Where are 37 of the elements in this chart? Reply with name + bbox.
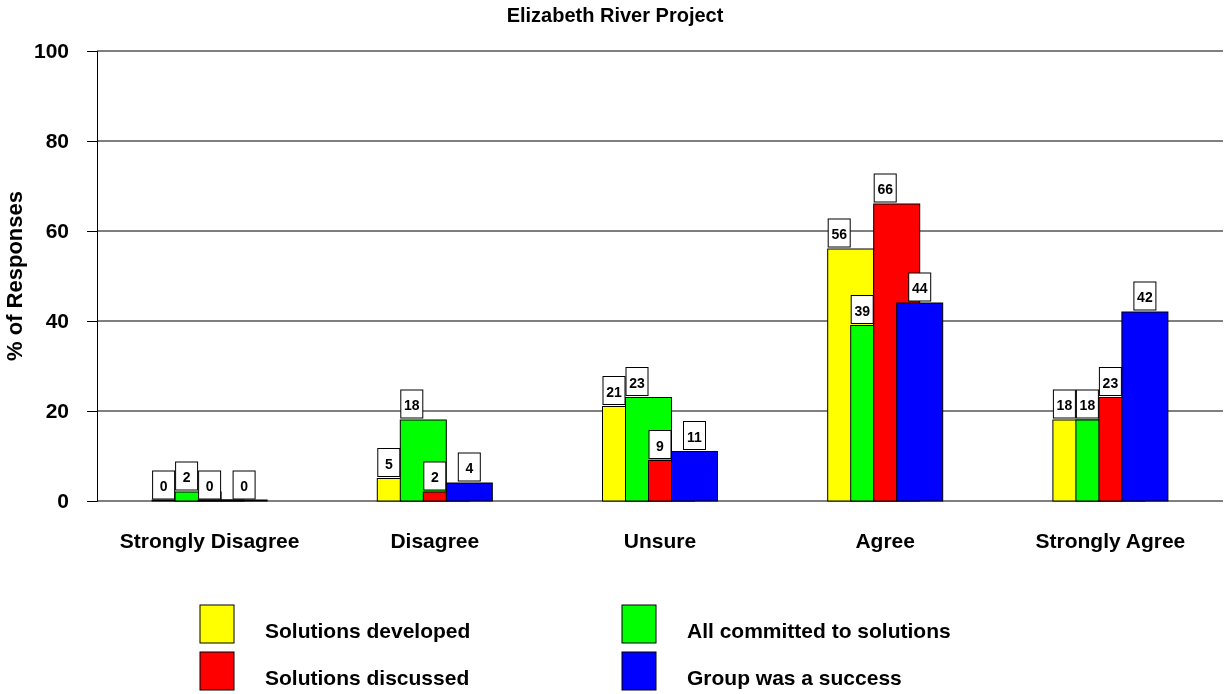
y-tick-label: 100 bbox=[33, 39, 69, 63]
data-label: 23 bbox=[1102, 374, 1119, 391]
x-tick-label: Agree bbox=[855, 529, 915, 552]
chart-title: Elizabeth River Project bbox=[506, 4, 724, 26]
y-tick-label: 60 bbox=[45, 219, 69, 243]
data-label: 39 bbox=[854, 302, 871, 319]
legend-label: All committed to solutions bbox=[687, 619, 951, 642]
data-label: 66 bbox=[877, 181, 894, 197]
y-tick-label: 20 bbox=[45, 399, 69, 423]
legend-label: Solutions discussed bbox=[265, 666, 470, 689]
data-label: 23 bbox=[629, 374, 645, 391]
legend-label: Solutions developed bbox=[265, 619, 471, 642]
data-label: 2 bbox=[182, 469, 191, 485]
data-label: 0 bbox=[240, 478, 249, 494]
y-tick-label: 0 bbox=[57, 489, 69, 513]
legend-label: Group was a success bbox=[687, 666, 902, 689]
x-tick-label: Strongly Agree bbox=[1035, 529, 1186, 552]
data-label: 21 bbox=[606, 383, 622, 400]
data-label: 5 bbox=[384, 455, 393, 472]
data-label: 4 bbox=[465, 460, 474, 476]
x-tick-label: Strongly Disagree bbox=[119, 529, 300, 552]
data-label: 0 bbox=[205, 478, 214, 494]
data-label: 44 bbox=[911, 280, 928, 296]
x-tick-label: Disagree bbox=[390, 529, 480, 552]
data-label: 42 bbox=[1137, 289, 1153, 305]
data-label: 18 bbox=[1079, 397, 1096, 413]
x-tick-label: Unsure bbox=[623, 529, 697, 552]
data-label: 0 bbox=[159, 478, 168, 494]
data-label: 18 bbox=[404, 397, 420, 413]
data-label: 11 bbox=[687, 428, 703, 445]
y-axis-title: % of Responses bbox=[2, 191, 27, 361]
y-tick-label: 80 bbox=[45, 129, 69, 153]
data-label: 56 bbox=[831, 226, 848, 242]
data-label: 9 bbox=[656, 437, 665, 454]
y-tick-label: 40 bbox=[45, 309, 69, 333]
data-label: 2 bbox=[430, 469, 439, 485]
data-label: 18 bbox=[1056, 397, 1073, 413]
